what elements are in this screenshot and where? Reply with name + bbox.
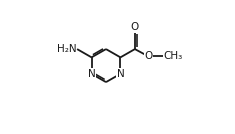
Text: N: N [117,69,124,79]
Text: CH₃: CH₃ [163,51,183,61]
Text: O: O [144,51,153,61]
Text: H₂N: H₂N [57,44,77,54]
Text: O: O [131,22,139,32]
Text: N: N [88,69,95,79]
